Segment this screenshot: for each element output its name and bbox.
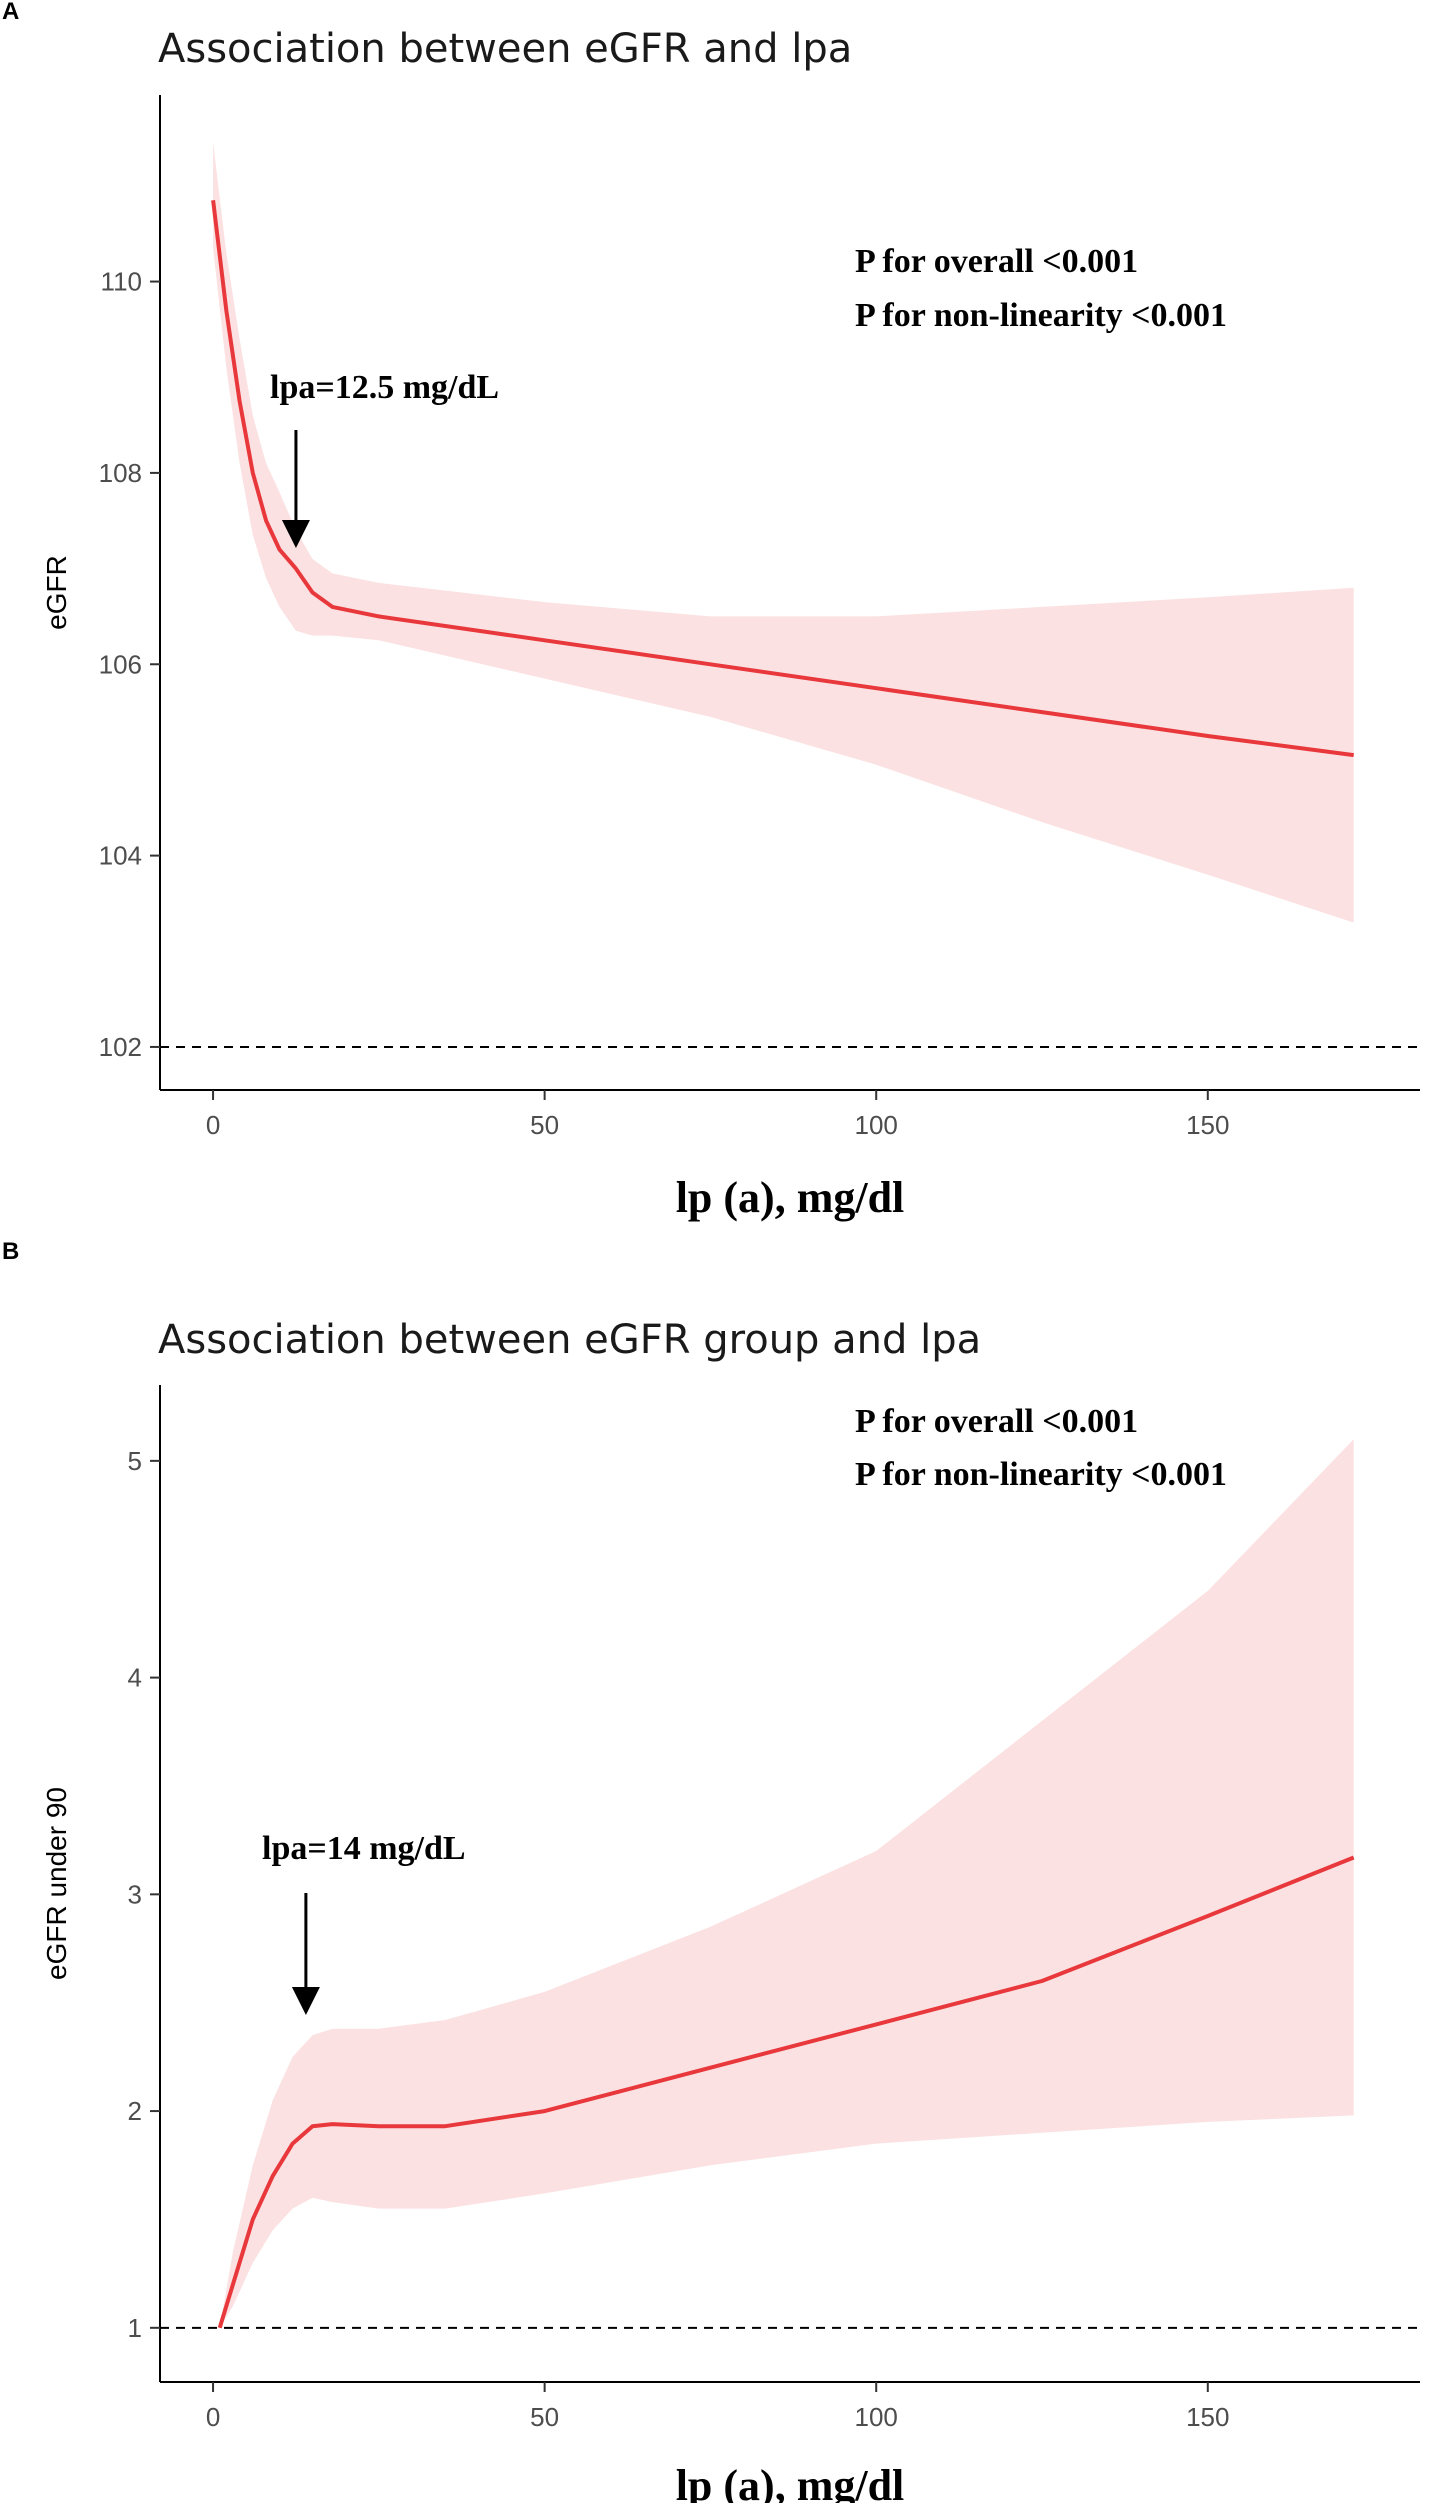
- x-tick-label: 0: [206, 2402, 220, 2432]
- x-tick-label: 150: [1186, 2402, 1229, 2432]
- panel-b: B Association between eGFR group and lpa…: [0, 1238, 1450, 2503]
- y-axis-title: eGFR: [41, 555, 72, 630]
- y-tick-label: 104: [99, 841, 142, 871]
- stats-annotation: P for overall <0.001: [855, 243, 1138, 280]
- chart-title: Association between eGFR and lpa: [158, 26, 853, 72]
- x-tick-label: 50: [530, 1110, 559, 1140]
- chart-title: Association between eGFR group and lpa: [158, 1317, 982, 1363]
- fit-line: [217, 1855, 1355, 2329]
- y-tick-label: 102: [99, 1032, 142, 1062]
- panel-label: A: [2, 0, 20, 25]
- y-tick-label: 3: [128, 1879, 142, 1909]
- y-tick-label: 110: [101, 267, 142, 297]
- cutoff-arrow-head: [291, 1987, 320, 2015]
- y-tick-label: 2: [128, 2096, 142, 2126]
- x-tick-label: 150: [1186, 1110, 1229, 1140]
- panel-a: A Association between eGFR and lpa 102 10…: [0, 0, 1450, 1245]
- chart-a-svg: 102 104 106 108 110 0 50 100 150 eGFR lp (a), mg/d…: [41, 95, 1420, 1222]
- y-tick-label: 108: [99, 458, 142, 488]
- x-tick-label: 100: [855, 1110, 898, 1140]
- panel-label: B: [2, 1238, 20, 1265]
- y-tick-label: 1: [128, 2313, 142, 2343]
- stats-annotation: P for non-linearity <0.001: [855, 297, 1227, 334]
- y-tick-label: 106: [99, 649, 142, 679]
- stats-annotation: P for non-linearity <0.001: [855, 1456, 1227, 1493]
- y-tick-label: 4: [128, 1663, 142, 1693]
- x-axis-title: lp (a), mg/dl: [676, 2461, 905, 2503]
- confidence-band: [219, 1439, 1354, 2328]
- cutoff-label: lpa=14 mg/dL: [262, 1830, 466, 1867]
- x-tick-label: 0: [206, 1110, 220, 1140]
- y-axis-title: eGFR under 90: [41, 1787, 72, 1980]
- x-axis-title: lp (a), mg/dl: [676, 1173, 905, 1222]
- stats-annotation: P for overall <0.001: [855, 1403, 1138, 1440]
- x-tick-label: 100: [855, 2402, 898, 2432]
- cutoff-arrow-head: [281, 520, 310, 548]
- confidence-band: [213, 142, 1354, 923]
- cutoff-label: lpa=12.5 mg/dL: [270, 369, 499, 406]
- x-tick-label: 50: [530, 2402, 559, 2432]
- fit-line: [211, 199, 1354, 758]
- y-tick-label: 5: [128, 1446, 142, 1476]
